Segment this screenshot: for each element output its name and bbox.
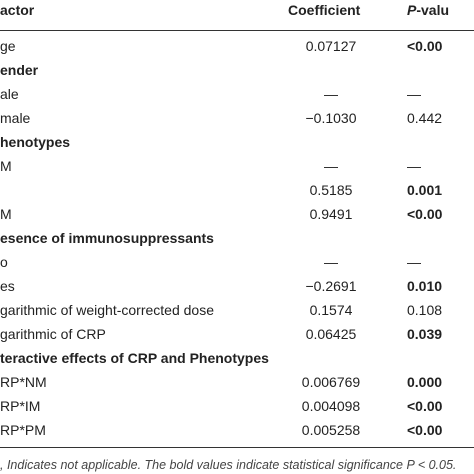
coefficient: −0.1030: [305, 110, 357, 126]
header-p-italic: P: [407, 2, 417, 18]
section-heading: henotypes: [0, 134, 71, 150]
p-value: 0.039: [407, 326, 443, 342]
p-value: —: [407, 86, 421, 102]
section-heading: teractive effects of CRP and Phenotypes: [0, 350, 269, 366]
factor: o: [0, 254, 8, 270]
section-heading: esence of immunosuppressants: [0, 230, 214, 246]
factor: RP*PM: [0, 422, 46, 438]
coefficient: −0.2691: [305, 278, 357, 294]
coefficient: 0.06425: [305, 326, 357, 342]
p-value: 0.000: [407, 374, 443, 390]
factor: RP*NM: [0, 374, 47, 390]
p-value: 0.442: [407, 110, 443, 126]
coefficient: 0.006769: [301, 374, 361, 390]
coefficient: 0.1574: [309, 302, 353, 318]
rule: [0, 447, 474, 448]
p-value: <0.00: [407, 422, 443, 438]
factor: garithmic of CRP: [0, 326, 106, 342]
p-value: <0.00: [407, 398, 443, 414]
p-value: 0.001: [407, 182, 443, 198]
factor: M: [0, 206, 12, 222]
p-value: <0.00: [407, 38, 443, 54]
coefficient: 0.005258: [301, 422, 361, 438]
p-value: 0.010: [407, 278, 443, 294]
p-value: 0.108: [407, 302, 443, 318]
coefficient: 0.07127: [305, 38, 357, 54]
coefficient: —: [324, 158, 338, 174]
coefficient: —: [324, 254, 338, 270]
factor: RP*IM: [0, 398, 41, 414]
factor: M: [0, 158, 12, 174]
factor: garithmic of weight-corrected dose: [0, 302, 214, 318]
footnote: , Indicates not applicable. The bold val…: [0, 458, 457, 472]
header-p-value: P-valu: [407, 1, 449, 19]
factor: es: [0, 278, 15, 294]
p-value: —: [407, 254, 421, 270]
factor: male: [0, 110, 31, 126]
coefficient: 0.9491: [309, 206, 353, 222]
coefficient: 0.5185: [309, 182, 353, 198]
rule: [0, 30, 474, 31]
coefficient: —: [324, 86, 338, 102]
section-heading: ender: [0, 62, 39, 78]
factor: ale: [0, 86, 19, 102]
header-p-rest: -valu: [416, 2, 450, 18]
header-coefficient: Coefficient: [288, 2, 361, 18]
factor: ge: [0, 38, 16, 54]
header-factor: actor: [0, 2, 35, 18]
p-value: —: [407, 158, 421, 174]
p-value: <0.00: [407, 206, 443, 222]
coefficient: 0.004098: [301, 398, 361, 414]
